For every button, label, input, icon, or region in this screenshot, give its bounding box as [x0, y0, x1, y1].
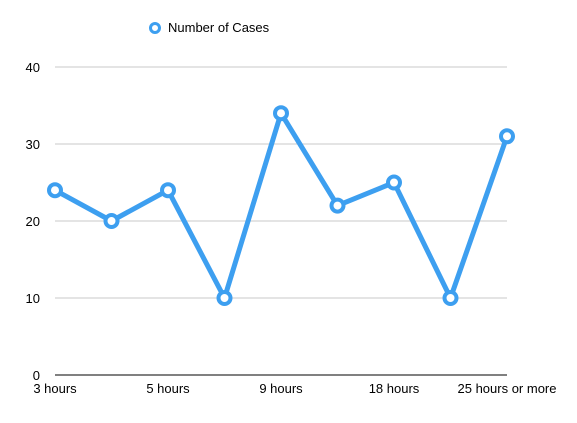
y-tick-label: 20	[26, 214, 40, 229]
x-tick-labels: 3 hours 5 hours 9 hours 18 hours 25 hours or…	[33, 381, 556, 396]
series-number-of-cases	[47, 105, 515, 306]
data-point	[216, 290, 233, 306]
data-point	[273, 105, 289, 122]
legend: Number of Cases	[149, 20, 270, 35]
x-tick-label: 3 hours	[33, 381, 77, 396]
legend-label: Number of Cases	[168, 20, 270, 35]
x-tick-label: 9 hours	[259, 381, 303, 396]
data-point	[47, 182, 63, 199]
data-point	[386, 174, 402, 191]
x-tick-label: 5 hours	[146, 381, 190, 396]
x-tick-label: 25 hours or more	[458, 381, 557, 396]
data-point	[160, 182, 176, 199]
y-tick-label: 30	[26, 137, 40, 152]
y-tick-label: 0	[33, 368, 40, 383]
y-tick-label: 10	[26, 291, 40, 306]
data-point	[329, 197, 346, 214]
series-line	[52, 110, 510, 301]
x-tick-label: 18 hours	[369, 381, 420, 396]
data-point	[442, 290, 459, 306]
legend-marker	[149, 22, 161, 34]
y-tick-labels: 0 10 20 30 40	[26, 60, 40, 383]
y-tick-label: 40	[26, 60, 40, 75]
data-point	[499, 128, 515, 145]
grid-lines	[55, 66, 507, 299]
data-point	[103, 213, 120, 229]
